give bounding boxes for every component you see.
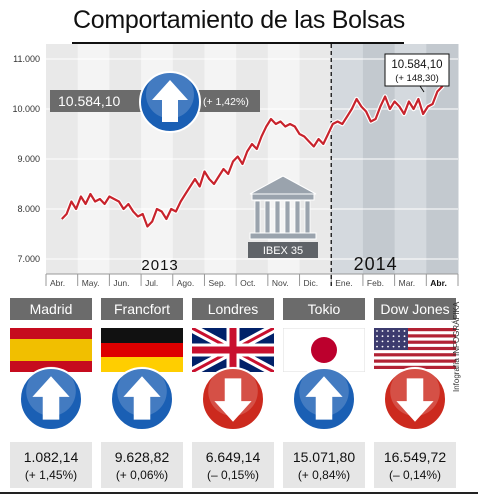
- arrow-shape: [396, 378, 434, 422]
- spain-flag-icon: [10, 328, 92, 372]
- y-tick-label: 8.000: [17, 204, 40, 214]
- month-label: Jun.: [113, 278, 129, 288]
- y-tick-label: 9.000: [17, 154, 40, 164]
- index-label-box: [248, 242, 318, 258]
- callout-pointer: [419, 85, 425, 93]
- market-change: (– 0,14%): [388, 468, 442, 482]
- uk-flag-icon: [192, 328, 274, 372]
- market-value-box: 9.628,82 (+ 0,06%): [101, 442, 183, 488]
- series-line: [61, 79, 447, 228]
- up-arrow-icon: [292, 366, 356, 431]
- ytd-change: (+ 1,42%): [203, 96, 249, 108]
- market-value-box: 6.649,14 (– 0,15%): [192, 442, 274, 488]
- market-name: Dow Jones: [374, 298, 456, 320]
- month-label: May.: [82, 278, 100, 288]
- market-value: 16.549,72: [383, 449, 447, 465]
- current-value-callout: [384, 53, 450, 87]
- building-column: [284, 200, 291, 234]
- market-name: Madrid: [10, 298, 92, 320]
- arrow-shape: [214, 378, 252, 422]
- y-tick-label: 7.000: [17, 254, 40, 264]
- trend-arrow: [201, 366, 265, 431]
- month-label: Ago.: [177, 278, 195, 288]
- ytd-up-arrow-icon: [139, 70, 201, 133]
- building-column: [254, 200, 261, 234]
- month-label: Dic.: [304, 278, 319, 288]
- market-value: 15.071,80: [292, 449, 356, 465]
- ytd-value: 10.584,10: [58, 93, 120, 109]
- building-column: [304, 200, 311, 234]
- month-label: Sep.: [208, 278, 226, 288]
- building-base: [249, 232, 317, 240]
- arrow-shape: [305, 376, 343, 420]
- trend-arrow: [19, 366, 83, 431]
- market-value-box: 1.082,14 (+ 1,45%): [10, 442, 92, 488]
- market-value: 6.649,14: [205, 449, 261, 465]
- current-change: (+ 148,30): [395, 73, 439, 84]
- month-label: Jul.: [145, 278, 158, 288]
- market-name: Londres: [192, 298, 274, 320]
- market-change: (+ 0,84%): [297, 468, 351, 482]
- month-label: Mar.: [399, 278, 416, 288]
- market-change: (+ 0,06%): [115, 468, 169, 482]
- market-card-tokio: Tokio 15.071,80 (+ 0,84%): [283, 298, 365, 488]
- arrow-shape: [123, 376, 161, 420]
- down-arrow-icon: [383, 366, 447, 431]
- market-card-francfort: Francfort 9.628,82 (+ 0,06%): [101, 298, 183, 488]
- arrow-shape: [152, 80, 188, 122]
- market-value-box: 15.071,80 (+ 0,84%): [283, 442, 365, 488]
- y-tick-label: 11.000: [13, 54, 40, 64]
- month-label: Oct.: [240, 278, 256, 288]
- usa-flag-icon: [374, 328, 456, 372]
- year-label: 2013: [141, 257, 178, 274]
- bottom-rule: [0, 492, 478, 494]
- down-arrow-icon: [201, 366, 265, 431]
- month-label: Abr.: [430, 278, 447, 288]
- market-value: 1.082,14: [23, 449, 79, 465]
- trend-arrow: [292, 366, 356, 431]
- year-label: 2014: [354, 254, 398, 274]
- up-arrow-icon: [19, 366, 83, 431]
- trend-arrow: [383, 366, 447, 431]
- y-tick-label: 10.000: [12, 104, 40, 114]
- market-value: 9.628,82: [114, 449, 170, 465]
- market-change: (+ 1,45%): [24, 468, 78, 482]
- japan-flag-icon: [283, 328, 365, 372]
- building-column: [274, 200, 281, 234]
- month-label: Nov.: [272, 278, 289, 288]
- month-label: Ene.: [335, 278, 353, 288]
- building-column: [294, 200, 301, 234]
- month-label: Feb.: [367, 278, 384, 288]
- arrow-shape: [32, 376, 70, 420]
- month-label: Abr.: [50, 278, 65, 288]
- germany-flag-icon: [101, 328, 183, 372]
- title-underline: [72, 42, 404, 44]
- market-card-dow-jones: Dow Jones 16.549,72 (– 0,14%): [374, 298, 456, 488]
- current-value: 10.584,10: [391, 59, 442, 71]
- credit-line: Infografía INFOGRÁFIKA: [452, 301, 461, 392]
- market-card-londres: Londres 6.649,14 (– 0,15%): [192, 298, 274, 488]
- stock-exchange-building-icon: IBEX 35: [248, 175, 318, 258]
- index-label: IBEX 35: [263, 245, 303, 257]
- building-frieze: [251, 193, 315, 201]
- market-name: Tokio: [283, 298, 365, 320]
- building-column: [264, 200, 271, 234]
- trend-arrow: [110, 366, 174, 431]
- markets-panel: Madrid 1.082,14 (+ 1,45%) Francfort 9.628,82…: [0, 298, 478, 488]
- market-value-box: 16.549,72 (– 0,14%): [374, 442, 456, 488]
- market-change: (– 0,15%): [206, 468, 260, 482]
- page-title: Comportamiento de las Bolsas: [72, 6, 406, 34]
- market-name: Francfort: [101, 298, 183, 320]
- up-arrow-icon: [110, 366, 174, 431]
- market-card-madrid: Madrid 1.082,14 (+ 1,45%): [10, 298, 92, 488]
- ibex-line-chart: 7.000 8.000 9.000 10.000 11.000 Abr. May. Jun.…: [12, 44, 459, 288]
